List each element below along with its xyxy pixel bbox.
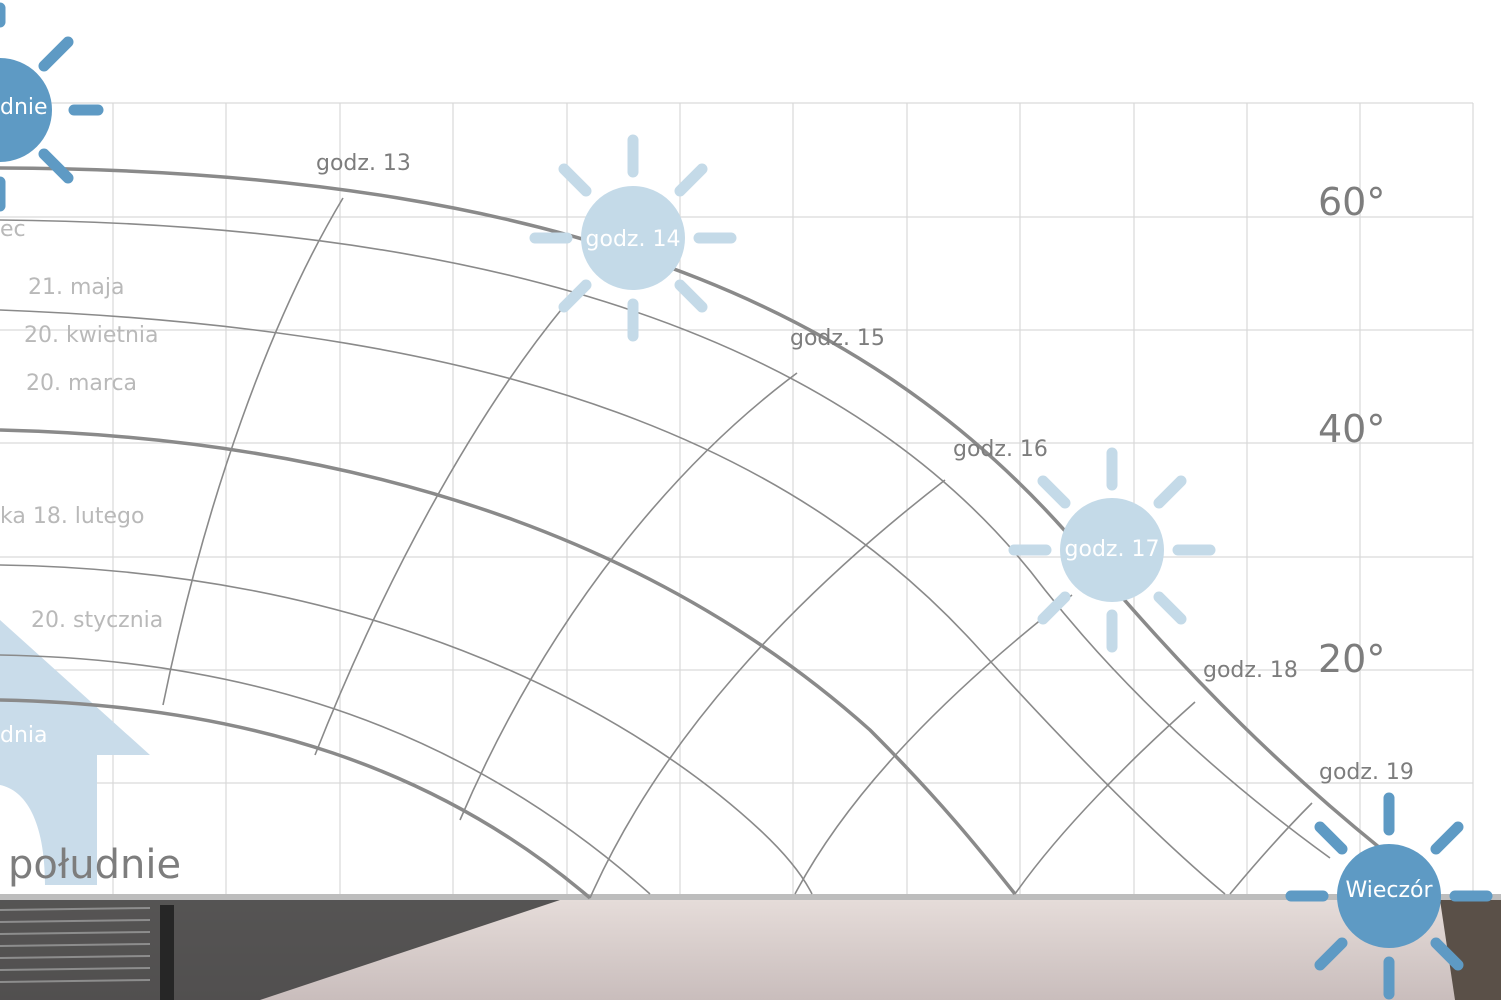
- hour-label-19: godz. 19: [1319, 760, 1414, 785]
- date-curve-february: [0, 564, 813, 895]
- hour-label-13: godz. 13: [316, 151, 411, 176]
- date-curve-march: [0, 428, 1017, 896]
- hour-label-16: godz. 16: [953, 437, 1048, 462]
- date-curve-april: [0, 309, 1226, 895]
- hour-line-19: [1229, 802, 1313, 895]
- date-label-february: ka 18. lutego: [0, 504, 144, 529]
- hour-line-14: [314, 304, 566, 756]
- hour-line-18: [1014, 701, 1196, 895]
- grid: [0, 102, 1474, 894]
- date-label-january: 20. stycznia: [31, 608, 163, 633]
- hour-line-13: [162, 197, 344, 706]
- date-curve-may: [0, 219, 1331, 859]
- date-curves: [0, 166, 1382, 900]
- sun-icon-14: godz. 14: [529, 134, 737, 342]
- date-label-house: dnia: [0, 723, 48, 748]
- degree-label-20: 20°: [1318, 637, 1385, 681]
- house-icon: [0, 620, 150, 885]
- hour-line-17: [794, 594, 1073, 895]
- degree-label-40: 40°: [1318, 407, 1385, 451]
- date-label-april: 20. kwietnia: [24, 323, 159, 348]
- hour-label-18: godz. 18: [1203, 658, 1298, 683]
- date-label-may: 21. maja: [28, 275, 125, 300]
- sun-label-17: godz. 17: [1065, 537, 1160, 562]
- degree-label-60: 60°: [1318, 180, 1385, 224]
- sun-label-evening: Wieczór: [1345, 878, 1433, 903]
- hour-label-15: godz. 15: [790, 326, 885, 351]
- sun-icon-17: godz. 17: [1008, 447, 1216, 653]
- date-label-december-partial: ec: [0, 217, 26, 242]
- hour-line-15: [459, 372, 798, 821]
- sun-label-14: godz. 14: [586, 227, 681, 252]
- sun-icon-evening: Wieczór: [1285, 792, 1493, 1000]
- date-label-march: 20. marca: [26, 371, 137, 396]
- sun-label-noon: dnie: [0, 95, 48, 120]
- date-curve-june: [0, 166, 1382, 850]
- hour-line-16: [589, 479, 946, 899]
- direction-label: południe: [8, 842, 181, 888]
- hour-lines: [162, 197, 1313, 899]
- date-curve-january: [0, 654, 651, 895]
- sun-icon-noon: dnie: [0, 2, 104, 212]
- date-curve-december: [0, 698, 592, 900]
- room-photo: [0, 894, 1501, 1000]
